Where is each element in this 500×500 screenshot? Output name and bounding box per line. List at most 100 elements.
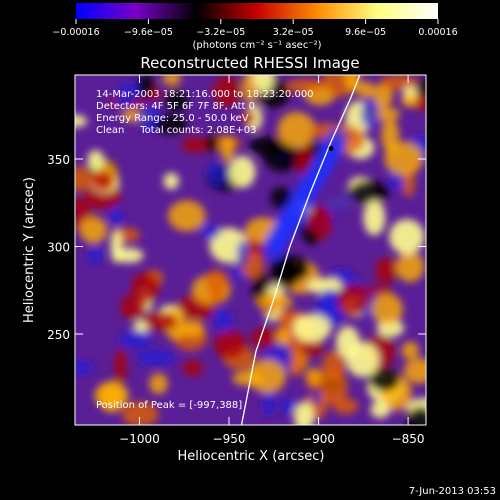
heatmap-blob [373,82,393,109]
annotation-energy: Energy Range: 25.0 - 50.0 keV [96,113,249,124]
colorbar-tick-label: −0.00016 [52,27,99,38]
heatmap-blob [292,313,332,343]
heatmap-blob [87,246,104,265]
heatmap-blob [181,137,211,153]
heatmap-blob [349,180,390,206]
peak-marker [328,146,334,151]
footer-timestamp: 7-Jun-2013 03:53 [409,486,496,497]
heatmap-blob [401,93,419,107]
heatmap-blob [263,140,301,172]
heatmap-blob [360,100,380,129]
heatmap-blob [205,134,219,153]
heatmap-blob [213,330,247,359]
x-tick-label: −950 [213,432,246,446]
annotation-detectors: Detectors: 4F 5F 6F 7F 8F, Att 0 [96,101,255,112]
heatmap-blob [406,406,426,425]
heatmap-blob [79,216,108,244]
heatmap-blob [274,327,291,348]
heatmap-blob [286,342,306,377]
heatmap-blob [137,75,155,99]
y-axis: 250 300 350 [47,153,426,342]
heatmap-blob [109,207,123,226]
heatmap-blob [416,78,426,98]
heatmap-blob [236,240,250,266]
heatmap-blob [356,81,376,99]
heatmap-blob [389,219,425,255]
heatmap-blob [323,195,356,210]
heatmap-blob [305,367,323,387]
colorbar-tick-label: 9.6e−05 [345,27,386,38]
heatmap-blob [144,311,178,331]
heatmap-blob [116,83,143,105]
heatmap-blob [363,200,386,236]
heatmap-blob [403,358,426,384]
heatmap-blob [285,78,325,94]
heatmap-blob [346,341,380,378]
heatmap-blob [250,327,278,349]
colorbar-units: (photons cm⁻² s⁻¹ asec⁻²) [192,40,321,51]
heatmap-blob [212,76,241,107]
colorbar: −0.00016 −9.6e−05 −3.2e−05 3.2e−05 9.6e−05 0.… [52,3,458,51]
colorbar-tick-label: −3.2e−05 [196,27,245,38]
heatmap-blob [277,111,316,148]
plot-area: 14-Mar-2003 18:21:16.000 to 18:23:20.000… [74,74,427,426]
heatmap-blob [326,127,347,156]
heatmap-blob [212,309,233,332]
heatmap-blob [130,272,160,303]
heatmap-blob [75,114,88,128]
heatmap-blob [293,401,315,425]
heatmap-blob [87,150,105,171]
heatmap-blob [200,223,221,240]
heatmap-blob [165,89,188,112]
heatmap-blob [121,401,159,425]
x-axis-label: Heliocentric X (arcsec) [178,449,325,464]
heatmap-blob [252,75,275,94]
heatmap-blob [98,380,125,413]
heatmap-blob [149,373,168,395]
x-tick-label: −850 [392,432,425,446]
colorbar-ticks: −0.00016 −9.6e−05 −3.2e−05 3.2e−05 9.6e−05 0.… [52,19,458,38]
heatmap-blob [167,200,206,232]
annotation-time: 14-Mar-2003 18:21:16.000 to 18:23:20.000 [96,89,314,100]
heatmap-blob [228,155,256,188]
colorbar-tick-label: −9.6e−05 [124,27,173,38]
heatmap-blob [375,257,398,285]
colorbar-tick-label: 0.00016 [418,27,457,38]
heatmap-blob [368,367,400,392]
y-tick-label: 250 [47,328,70,342]
heatmap-blob [344,75,361,92]
colorbar-tick-label: 3.2e−05 [273,27,314,38]
heatmap-blob [255,293,293,310]
y-tick-label: 300 [47,241,70,255]
heatmap-blob [248,359,287,394]
annotation-peak-position: Position of Peak = [-997,388] [96,400,242,411]
heatmap-blob [206,163,229,186]
heatmap-blob [370,401,391,419]
heatmap-blob [75,166,94,192]
x-axis: −1000 −950 −900 −850 [119,75,425,446]
heatmap-blob [401,341,420,360]
heatmap-image [75,75,426,425]
heatmap-blob [153,114,188,135]
heatmap-blob [182,360,204,376]
annotation-clean: Clean Total counts: 2.08E+03 [96,125,256,136]
y-axis-label: Heliocentric Y (arcsec) [22,177,37,323]
heatmap-blob [270,187,292,209]
heatmap-blob [114,349,127,384]
heatmap-blob [395,251,425,283]
heatmap-blob [136,349,176,366]
heatmap-blob [306,230,319,246]
chart-title: Reconstructed RHESSI Image [140,54,359,72]
plot-frame [74,74,427,426]
heatmap-blob [337,284,369,316]
colorbar-bar [76,3,438,19]
heatmap-blob [114,247,144,264]
heatmap-blob [137,102,159,131]
heatmap-blob [371,293,403,326]
heatmap-blob [284,267,309,280]
heatmap-blob [119,330,153,349]
heatmap-blob [205,269,229,295]
heatmap-blob [163,172,179,190]
annotation-block: 14-Mar-2003 18:21:16.000 to 18:23:20.000… [96,89,314,411]
solar-limb-curve [240,75,361,425]
